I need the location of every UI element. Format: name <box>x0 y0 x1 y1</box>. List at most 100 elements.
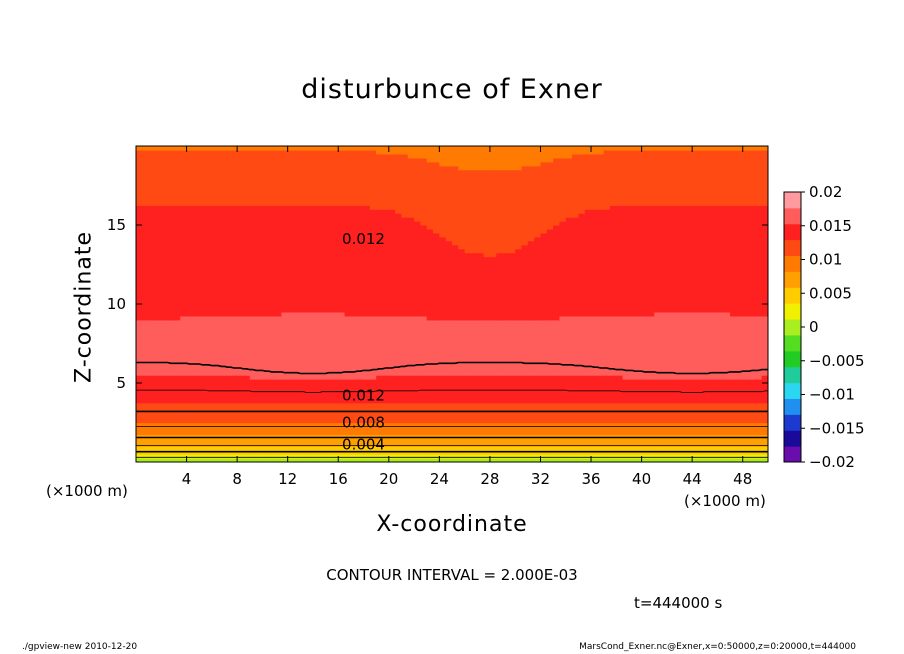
field-cell <box>578 280 586 285</box>
field-cell <box>376 307 384 313</box>
field-cell <box>211 315 219 321</box>
field-cell <box>224 367 232 372</box>
field-cell <box>407 406 415 412</box>
field-cell <box>483 296 491 301</box>
field-cell <box>312 292 320 297</box>
field-cell <box>685 430 693 435</box>
field-cell <box>515 288 523 293</box>
field-cell <box>616 383 624 388</box>
field-cell <box>192 418 200 424</box>
field-cell <box>211 304 219 309</box>
field-cell <box>306 276 314 281</box>
field-cell <box>205 446 213 451</box>
field-cell <box>521 371 529 376</box>
field-cell <box>730 276 737 281</box>
field-cell <box>591 276 598 281</box>
field-cell <box>717 414 725 420</box>
field-cell <box>736 355 744 360</box>
field-cell <box>660 383 668 388</box>
field-cell <box>654 367 662 372</box>
field-cell <box>268 319 276 325</box>
field-cell <box>565 375 573 380</box>
field-cell <box>230 414 238 420</box>
field-cell <box>230 355 238 360</box>
field-cell <box>363 339 371 345</box>
field-cell <box>161 264 169 270</box>
field-cell <box>616 390 624 396</box>
field-cell <box>470 442 478 447</box>
field-cell <box>192 438 200 443</box>
field-cell <box>433 331 440 337</box>
field-cell <box>256 347 263 352</box>
field-cell <box>565 371 573 376</box>
field-cell <box>452 410 459 416</box>
field-cell <box>591 434 598 439</box>
field-cell <box>654 430 662 435</box>
field-cell <box>704 418 712 424</box>
field-cell <box>717 323 725 329</box>
field-cell <box>287 323 295 329</box>
field-cell <box>268 311 276 317</box>
field-cell <box>496 402 504 408</box>
field-cell <box>161 418 169 424</box>
field-cell <box>641 311 649 317</box>
field-cell <box>527 292 535 297</box>
field-cell <box>673 276 681 281</box>
field-cell <box>540 311 548 317</box>
field-cell <box>458 367 466 372</box>
field-cell <box>243 315 251 321</box>
field-cell <box>742 414 750 420</box>
field-cell <box>470 418 478 424</box>
field-cell <box>666 454 674 459</box>
field-cell <box>616 394 624 400</box>
field-cell <box>243 390 251 396</box>
field-cell <box>603 296 611 301</box>
field-cell <box>136 454 143 459</box>
field-cell <box>426 296 434 301</box>
field-cell <box>458 264 466 270</box>
field-cell <box>736 446 744 451</box>
field-cell <box>199 280 207 285</box>
field-cell <box>502 442 510 447</box>
field-cell <box>167 394 175 400</box>
field-cell <box>666 335 674 341</box>
field-cell <box>395 402 403 408</box>
field-cell <box>464 434 472 439</box>
field-cell <box>388 442 396 447</box>
field-cell <box>559 343 567 349</box>
field-cell <box>395 418 403 424</box>
field-cell <box>515 319 523 325</box>
field-cell <box>433 327 440 333</box>
field-cell <box>704 300 712 305</box>
field-cell <box>584 280 592 285</box>
field-cell <box>173 347 181 352</box>
field-cell <box>401 335 409 341</box>
field-cell <box>698 410 706 416</box>
field-cell <box>136 347 143 352</box>
field-cell <box>376 434 384 439</box>
field-cell <box>736 311 744 317</box>
field-cell <box>521 438 529 443</box>
field-cell <box>673 359 681 364</box>
field-cell <box>312 422 320 428</box>
field-cell <box>496 343 504 349</box>
field-cell <box>186 355 194 360</box>
field-cell <box>344 319 352 325</box>
field-cell <box>344 442 352 447</box>
field-cell <box>205 394 213 400</box>
field-cell <box>666 359 674 364</box>
field-cell <box>154 280 162 285</box>
field-cell <box>344 414 352 420</box>
field-cell <box>742 327 750 333</box>
field-cell <box>319 406 327 412</box>
field-cell <box>281 315 289 321</box>
field-cell <box>344 264 352 270</box>
field-cell <box>742 398 750 404</box>
time-stamp: t=444000 s <box>634 594 723 612</box>
field-cell <box>515 284 523 289</box>
field-cell <box>192 311 200 317</box>
field-cell <box>711 430 719 435</box>
field-cell <box>230 319 238 325</box>
field-cell <box>546 280 554 285</box>
field-cell <box>224 307 232 313</box>
